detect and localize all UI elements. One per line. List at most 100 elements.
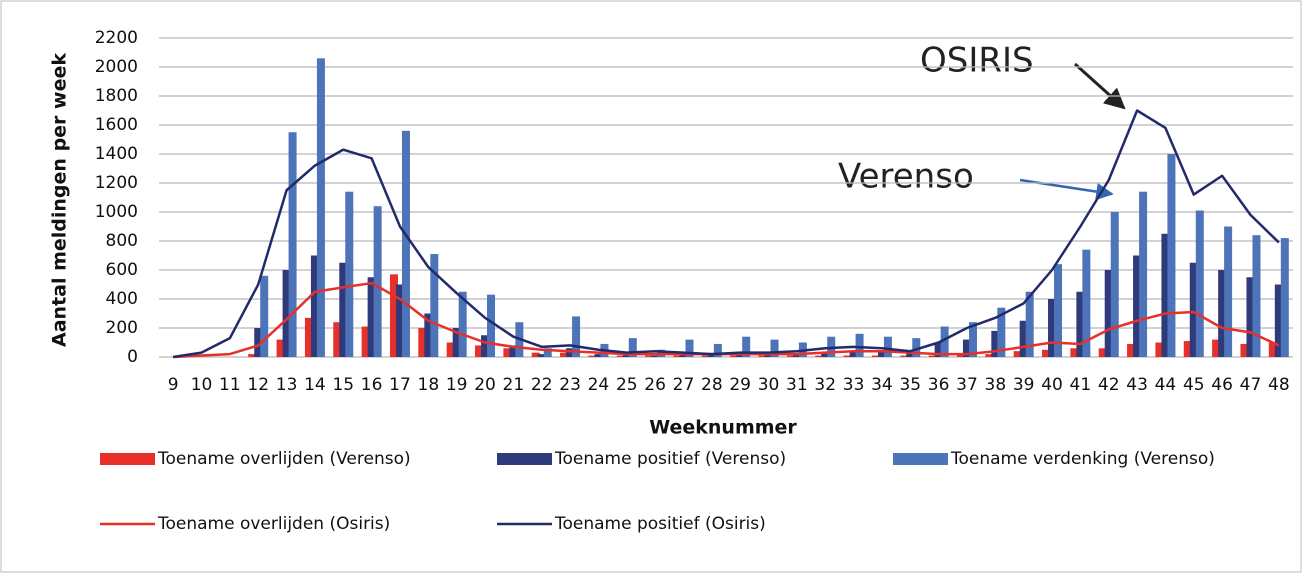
bar bbox=[333, 322, 342, 357]
legend-label: Toename positief (Osiris) bbox=[554, 514, 766, 534]
bar bbox=[248, 354, 257, 357]
bar bbox=[770, 339, 779, 357]
bar bbox=[1268, 342, 1277, 357]
bar bbox=[815, 355, 824, 357]
bar bbox=[968, 322, 977, 357]
bar bbox=[764, 354, 773, 357]
bar bbox=[1252, 235, 1261, 357]
x-tick-label: 19 bbox=[446, 375, 468, 395]
bar bbox=[1042, 349, 1051, 357]
x-tick-label: 40 bbox=[1041, 375, 1063, 395]
bar bbox=[543, 348, 552, 357]
x-tick-label: 11 bbox=[219, 375, 241, 395]
line bbox=[172, 109, 1280, 359]
bar bbox=[424, 313, 433, 357]
bar bbox=[1019, 320, 1028, 357]
x-tick-label: 13 bbox=[276, 375, 298, 395]
bar bbox=[997, 307, 1006, 357]
bar bbox=[742, 336, 751, 357]
x-tick-label: 21 bbox=[503, 375, 525, 395]
x-tick-label: 33 bbox=[843, 375, 865, 395]
bar bbox=[531, 352, 540, 357]
x-tick-label: 25 bbox=[616, 375, 638, 395]
x-tick-label: 31 bbox=[786, 375, 808, 395]
bar bbox=[1133, 255, 1142, 357]
bar bbox=[503, 348, 512, 357]
bar bbox=[260, 275, 269, 357]
bar bbox=[509, 345, 518, 357]
bar bbox=[361, 326, 370, 357]
bar bbox=[1161, 233, 1170, 357]
annotation: Verenso bbox=[838, 157, 974, 197]
x-tick-label: 43 bbox=[1126, 375, 1148, 395]
bar bbox=[685, 339, 694, 357]
bar bbox=[912, 338, 921, 357]
bar bbox=[713, 343, 722, 357]
bar bbox=[1212, 339, 1221, 357]
x-tick-label: 23 bbox=[559, 375, 581, 395]
bar bbox=[1189, 262, 1198, 357]
bar bbox=[316, 58, 325, 358]
bar bbox=[707, 354, 716, 357]
bar bbox=[1167, 154, 1176, 357]
bar bbox=[849, 351, 858, 357]
bar bbox=[843, 355, 852, 357]
x-axis-title: Weeknummer bbox=[649, 417, 797, 439]
bar bbox=[304, 317, 313, 357]
bar bbox=[594, 354, 603, 357]
x-tick-label: 14 bbox=[304, 375, 326, 395]
legend-swatch bbox=[497, 453, 552, 465]
x-tick-label: 32 bbox=[814, 375, 836, 395]
bar bbox=[566, 348, 575, 357]
bar bbox=[928, 355, 937, 357]
x-tick-label: 29 bbox=[729, 375, 751, 395]
bar bbox=[254, 328, 263, 357]
bar bbox=[645, 355, 654, 357]
x-tick-label: 10 bbox=[191, 375, 213, 395]
bar bbox=[1025, 291, 1034, 357]
annotation-arrow bbox=[1019, 178, 1114, 201]
y-axis-title: Aantal meldingen per week bbox=[49, 53, 71, 347]
x-tick-label: 45 bbox=[1183, 375, 1205, 395]
legend-label: Toename verdenking (Verenso) bbox=[950, 449, 1215, 469]
bar bbox=[673, 355, 682, 357]
bar bbox=[572, 316, 581, 357]
x-tick-label: 28 bbox=[701, 375, 723, 395]
x-tick-label: 42 bbox=[1098, 375, 1120, 395]
bar bbox=[1218, 270, 1227, 357]
legend-swatch bbox=[893, 453, 948, 465]
bar bbox=[1127, 343, 1136, 357]
bar bbox=[821, 352, 830, 357]
bar bbox=[1139, 191, 1148, 357]
bar bbox=[871, 355, 880, 357]
y-tick-label: 2000 bbox=[95, 57, 138, 77]
bar bbox=[1280, 238, 1289, 357]
bar bbox=[900, 355, 909, 357]
bar bbox=[906, 351, 915, 357]
bar bbox=[458, 291, 467, 357]
bar bbox=[679, 354, 688, 357]
x-tick-label: 46 bbox=[1211, 375, 1233, 395]
bar bbox=[651, 355, 660, 357]
bar bbox=[701, 355, 710, 357]
y-tick-label: 1200 bbox=[95, 173, 138, 193]
x-tick-label: 36 bbox=[928, 375, 950, 395]
bar bbox=[475, 345, 484, 357]
annotation-arrow bbox=[1073, 62, 1126, 110]
x-tick-label: 17 bbox=[389, 375, 411, 395]
bar bbox=[616, 355, 625, 357]
bar bbox=[1195, 210, 1204, 357]
bar bbox=[1246, 277, 1255, 357]
x-tick-label: 44 bbox=[1155, 375, 1177, 395]
x-tick-label: 20 bbox=[474, 375, 496, 395]
y-tick-label: 1000 bbox=[95, 202, 138, 222]
bar bbox=[282, 270, 291, 357]
x-tick-label: 35 bbox=[899, 375, 921, 395]
bar bbox=[1013, 351, 1022, 357]
y-tick-label: 1600 bbox=[95, 115, 138, 135]
x-tick-label: 18 bbox=[418, 375, 440, 395]
x-tick-label: 38 bbox=[985, 375, 1007, 395]
y-tick-label: 800 bbox=[106, 231, 138, 251]
x-tick-label: 16 bbox=[361, 375, 383, 395]
legend-label: Toename overlijden (Verenso) bbox=[157, 449, 411, 469]
